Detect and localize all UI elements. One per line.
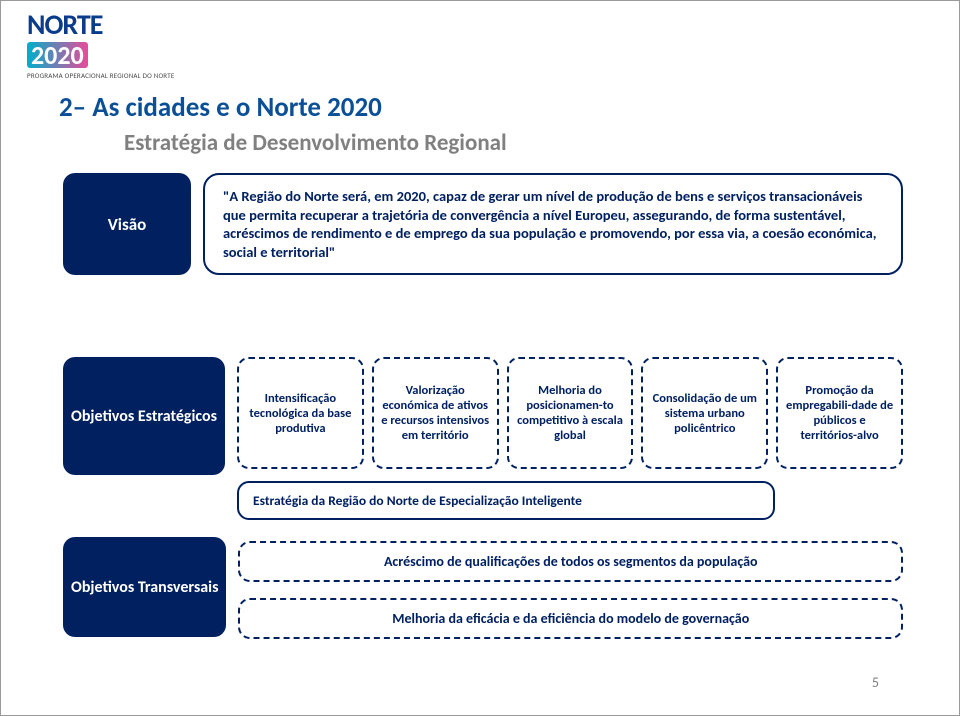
transversais-item: Acréscimo de qualificações de todos os s… bbox=[238, 541, 903, 582]
estrategicos-boxes: Intensificação tecnológica da base produ… bbox=[237, 357, 903, 469]
estrategicos-stripe: Estratégia da Região do Norte de Especia… bbox=[237, 481, 775, 520]
estrategicos-row: Objetivos Estratégicos Intensificação te… bbox=[63, 357, 903, 520]
logo-text-2020: 2020 bbox=[27, 42, 88, 68]
transversais-row: Objetivos Transversais Acréscimo de qual… bbox=[63, 537, 903, 639]
estrategicos-box: Intensificação tecnológica da base produ… bbox=[237, 357, 364, 469]
estrategicos-box: Melhoria do posicionamen-to competitivo … bbox=[507, 357, 634, 469]
transversais-content: Acréscimo de qualificações de todos os s… bbox=[238, 537, 903, 639]
transversais-label: Objetivos Transversais bbox=[63, 537, 226, 637]
visao-label: Visão bbox=[63, 173, 191, 275]
visao-row: Visão "A Região do Norte será, em 2020, … bbox=[63, 173, 903, 275]
transversais-item: Melhoria da eficácia e da eficiência do … bbox=[238, 598, 903, 639]
estrategicos-box: Promoção da empregabili-dade de públicos… bbox=[776, 357, 903, 469]
page-title: 2– As cidades e o Norte 2020 bbox=[59, 91, 382, 124]
logo-block: NORTE 2020 PROGRAMA OPERACIONAL REGIONAL… bbox=[27, 7, 207, 80]
logo-subtitle: PROGRAMA OPERACIONAL REGIONAL DO NORTE bbox=[27, 71, 207, 80]
estrategicos-box: Valorização económica de ativos e recurs… bbox=[372, 357, 499, 469]
logo-text-norte: NORTE bbox=[27, 7, 102, 42]
visao-text: "A Região do Norte será, em 2020, capaz … bbox=[203, 173, 903, 275]
page-number: 5 bbox=[872, 674, 879, 691]
estrategicos-box: Consolidação de um sistema urbano policê… bbox=[641, 357, 768, 469]
estrategicos-label: Objetivos Estratégicos bbox=[63, 357, 225, 475]
page-subtitle: Estratégia de Desenvolvimento Regional bbox=[124, 129, 507, 157]
estrategicos-content: Intensificação tecnológica da base produ… bbox=[237, 357, 903, 520]
